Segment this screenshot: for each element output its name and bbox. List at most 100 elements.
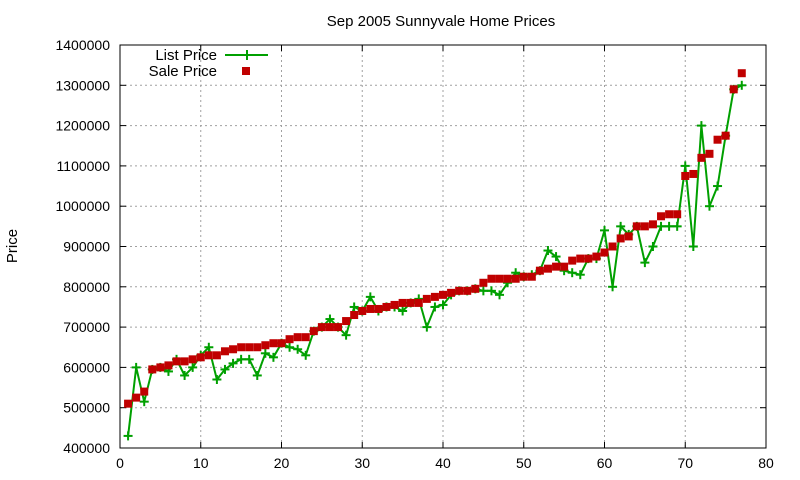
y-tick-label: 500000 xyxy=(63,400,110,416)
list-price-point xyxy=(365,292,375,302)
sale-price-point xyxy=(350,311,359,320)
sale-price-point xyxy=(325,323,334,332)
list-price-point xyxy=(204,342,214,352)
list-price-point xyxy=(212,374,222,384)
sale-price-point xyxy=(697,153,706,162)
list-price-point xyxy=(648,242,658,251)
list-price-point xyxy=(285,342,295,352)
sale-price-point xyxy=(624,232,633,241)
sale-price-point xyxy=(576,254,585,263)
list-price-point xyxy=(268,352,278,362)
list-price-point xyxy=(236,354,246,364)
sale-price-point xyxy=(164,361,173,370)
sale-price-point xyxy=(406,298,415,307)
sale-price-point xyxy=(293,333,302,342)
y-tick-label: 1300000 xyxy=(55,77,110,93)
sale-price-point xyxy=(148,365,157,374)
sale-price-point xyxy=(382,302,391,311)
sale-price-point xyxy=(301,333,310,342)
list-price-point xyxy=(398,306,408,316)
sale-price-point xyxy=(519,272,528,281)
sale-price-point xyxy=(632,222,641,231)
list-price-point xyxy=(543,246,553,256)
list-price-point xyxy=(438,300,448,310)
list-price-point xyxy=(123,431,133,441)
sale-price-point xyxy=(568,256,577,265)
sale-price-point xyxy=(358,306,367,315)
sale-price-point xyxy=(552,262,561,271)
list-price-point xyxy=(301,350,311,360)
y-tick-label: 700000 xyxy=(63,319,110,335)
sale-price-point xyxy=(705,149,714,158)
list-price-point xyxy=(180,370,190,380)
list-price-point xyxy=(713,181,723,191)
sale-price-point xyxy=(430,292,439,301)
sale-price-point xyxy=(560,262,569,271)
list-price-point xyxy=(680,161,690,171)
list-price-point xyxy=(567,268,577,278)
sale-price-point xyxy=(180,357,189,366)
sale-price-point xyxy=(665,210,674,219)
x-tick-label: 70 xyxy=(677,455,693,471)
sale-price-point xyxy=(269,339,278,348)
sale-price-point xyxy=(204,351,213,360)
sale-price-point xyxy=(681,171,690,180)
list-price-point xyxy=(696,121,706,131)
x-tick-label: 40 xyxy=(435,455,451,471)
sale-price-point xyxy=(737,69,746,78)
sale-price-point xyxy=(479,278,488,287)
list-price-point xyxy=(244,354,254,364)
list-price-point xyxy=(341,330,351,340)
legend: List Price Sale Price xyxy=(149,47,268,80)
sale-price-point xyxy=(657,212,666,221)
sale-price-point xyxy=(237,343,246,352)
sale-price-point xyxy=(600,248,609,257)
y-tick-label: 1100000 xyxy=(57,158,111,174)
sale-price-point xyxy=(543,264,552,273)
sale-price-point xyxy=(648,220,657,229)
y-tick-label: 1200000 xyxy=(55,118,110,134)
list-price-point xyxy=(600,225,609,235)
sale-price-point xyxy=(253,343,262,352)
y-tick-label: 1400000 xyxy=(55,37,110,53)
list-price-point xyxy=(608,282,618,292)
sale-price-point xyxy=(398,298,407,307)
legend-label-sale-price: Sale Price xyxy=(149,63,217,80)
list-price-point xyxy=(737,80,747,90)
sale-price-point xyxy=(188,355,197,364)
sale-price-point xyxy=(713,135,722,144)
list-price-point xyxy=(688,242,698,251)
sale-price-point xyxy=(503,274,512,283)
sale-price-point xyxy=(447,288,456,297)
legend-marker-list-price xyxy=(242,50,252,60)
list-price-point xyxy=(325,314,335,324)
x-tick-label: 50 xyxy=(516,455,532,471)
sale-price-point xyxy=(334,323,343,332)
sale-price-point xyxy=(640,222,649,231)
list-price-point xyxy=(260,348,270,358)
sale-price-point xyxy=(342,317,351,326)
y-tick-label: 1000000 xyxy=(55,198,110,214)
sale-price-point xyxy=(584,254,593,263)
list-price-point xyxy=(139,397,149,407)
sale-price-point xyxy=(140,387,149,396)
list-price-point xyxy=(486,286,496,296)
y-tick-label: 800000 xyxy=(63,279,110,295)
x-tick-label: 0 xyxy=(116,455,124,471)
sale-price-point xyxy=(608,242,617,251)
sale-price-point xyxy=(132,393,141,402)
sale-price-point xyxy=(212,351,221,360)
sale-price-point xyxy=(439,290,447,299)
sale-price-point xyxy=(220,347,229,356)
chart-title: Sep 2005 Sunnyvale Home Prices xyxy=(327,13,555,30)
list-price-point xyxy=(664,221,674,231)
list-price-point xyxy=(422,322,432,332)
sale-price-point xyxy=(422,294,431,303)
y-tick-label: 600000 xyxy=(63,359,110,375)
list-price-point xyxy=(640,258,650,268)
sale-price-point xyxy=(527,272,536,281)
list-price-point xyxy=(704,201,714,211)
x-tick-label: 20 xyxy=(274,455,290,471)
list-price-point xyxy=(495,290,505,300)
x-tick-label: 80 xyxy=(758,455,774,471)
